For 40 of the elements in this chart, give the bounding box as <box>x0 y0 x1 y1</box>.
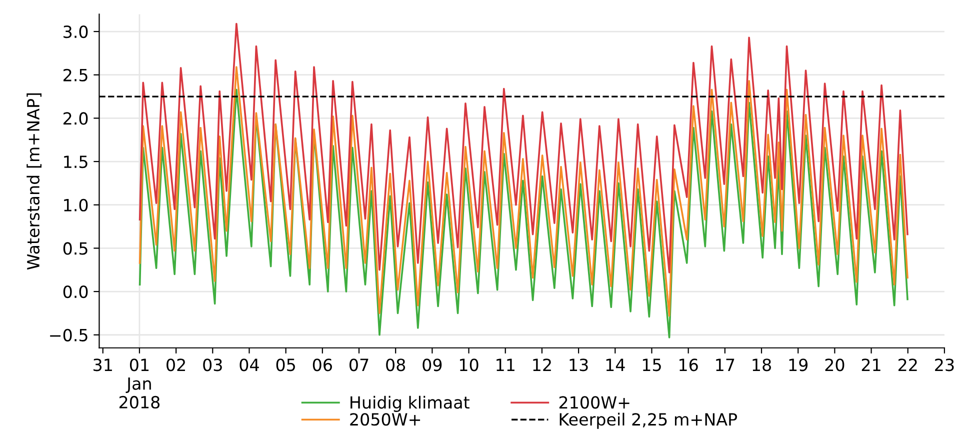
x-tick-label: 16 <box>680 358 698 372</box>
x-tick-label: 11 <box>496 358 514 371</box>
y-tick-label: 3.0 <box>64 25 88 38</box>
x-tick-label: 20 <box>825 358 844 372</box>
line-series <box>138 66 908 317</box>
y-tick-label: 1.0 <box>64 198 88 212</box>
y-tick-label: 2.0 <box>64 112 88 125</box>
x-tick-label: 04 <box>240 358 259 372</box>
x-tick-label: 19 <box>789 358 808 372</box>
y-tick-label: 2.5 <box>64 68 88 82</box>
x-tick-label: 08 <box>386 358 406 372</box>
line-series <box>138 22 908 274</box>
x-tick-label: 02 <box>166 358 185 372</box>
x-tick-label: 17 <box>716 358 734 371</box>
x-tick-label: 22 <box>898 358 917 371</box>
legend-label: 2050W+ <box>350 413 420 426</box>
legend-label: Keerpeil 2,25 m+NAP <box>560 412 738 429</box>
x-tick-label: 14 <box>606 358 625 371</box>
x-tick-label: 05 <box>276 358 295 372</box>
y-tick-label: 0.0 <box>63 285 88 298</box>
x-tick-label: 12 <box>533 358 551 371</box>
x-tick-label: 13 <box>570 358 588 372</box>
x-tick-label: 15 <box>642 358 661 372</box>
line-series <box>138 88 908 338</box>
y-tick-label: −0.5 <box>50 328 88 342</box>
x-tick-label: 10 <box>460 358 478 372</box>
x-tick-label: 18 <box>752 358 771 372</box>
x-tick-label: 01 Jan 2018 <box>119 358 160 409</box>
x-tick-label: 21 <box>862 358 880 371</box>
x-tick-label: 06 <box>312 358 332 372</box>
y-tick-label: 0.5 <box>63 242 88 255</box>
x-tick-label: 31 <box>94 358 112 372</box>
x-tick-label: 09 <box>422 358 442 372</box>
legend-label: 2100W+ <box>559 396 630 409</box>
x-tick-label: 07 <box>350 358 368 372</box>
y-axis-title: Waterstand [m+NAP] <box>26 93 42 270</box>
x-tick-label: 23 <box>935 358 954 372</box>
x-tick-label: 03 <box>203 358 222 372</box>
legend-label: Huidig klimaat <box>350 396 470 412</box>
y-tick-label: 1.5 <box>64 156 88 168</box>
